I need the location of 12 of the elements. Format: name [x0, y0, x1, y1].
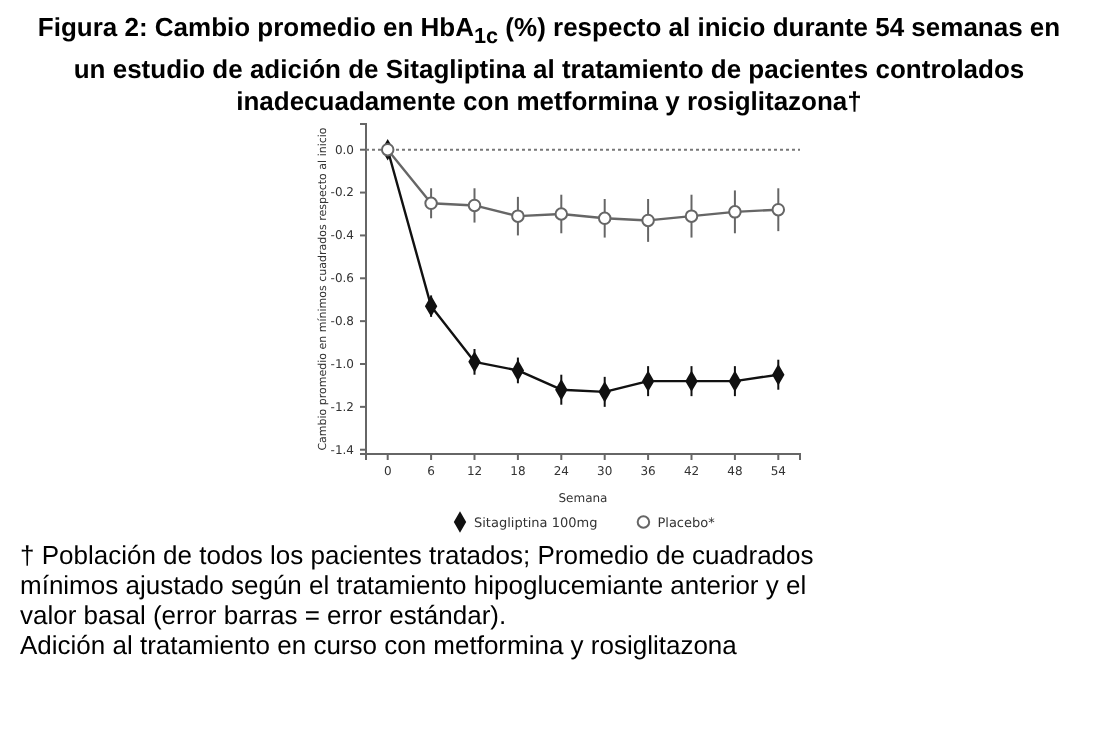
point [684, 209, 699, 223]
point [771, 202, 786, 217]
point [728, 205, 742, 219]
text: Adición al tratamiento en curso con metformina y rosiglitazona [20, 630, 739, 660]
chart-title: Figura 2: Cambio promedio en HbA$_{1c}$ (%) respecto al inicio durante 54 semanas en un estudio de adición de Sitagliptina al tratamiento de pacientes controlados inadecuadamente con metformina y rosiglitazona† [35, 12, 1063, 118]
point [554, 207, 569, 221]
text: † Población de todos los pacientes tratados; Promedio de cuadrados mínimos ajustado según el tratamiento hipoglucemiante anterior y el valor basal (error barras = error estándar). [20, 540, 816, 630]
point [424, 196, 438, 211]
point [597, 211, 612, 226]
point [511, 209, 525, 223]
point [467, 198, 482, 213]
point [641, 213, 655, 228]
